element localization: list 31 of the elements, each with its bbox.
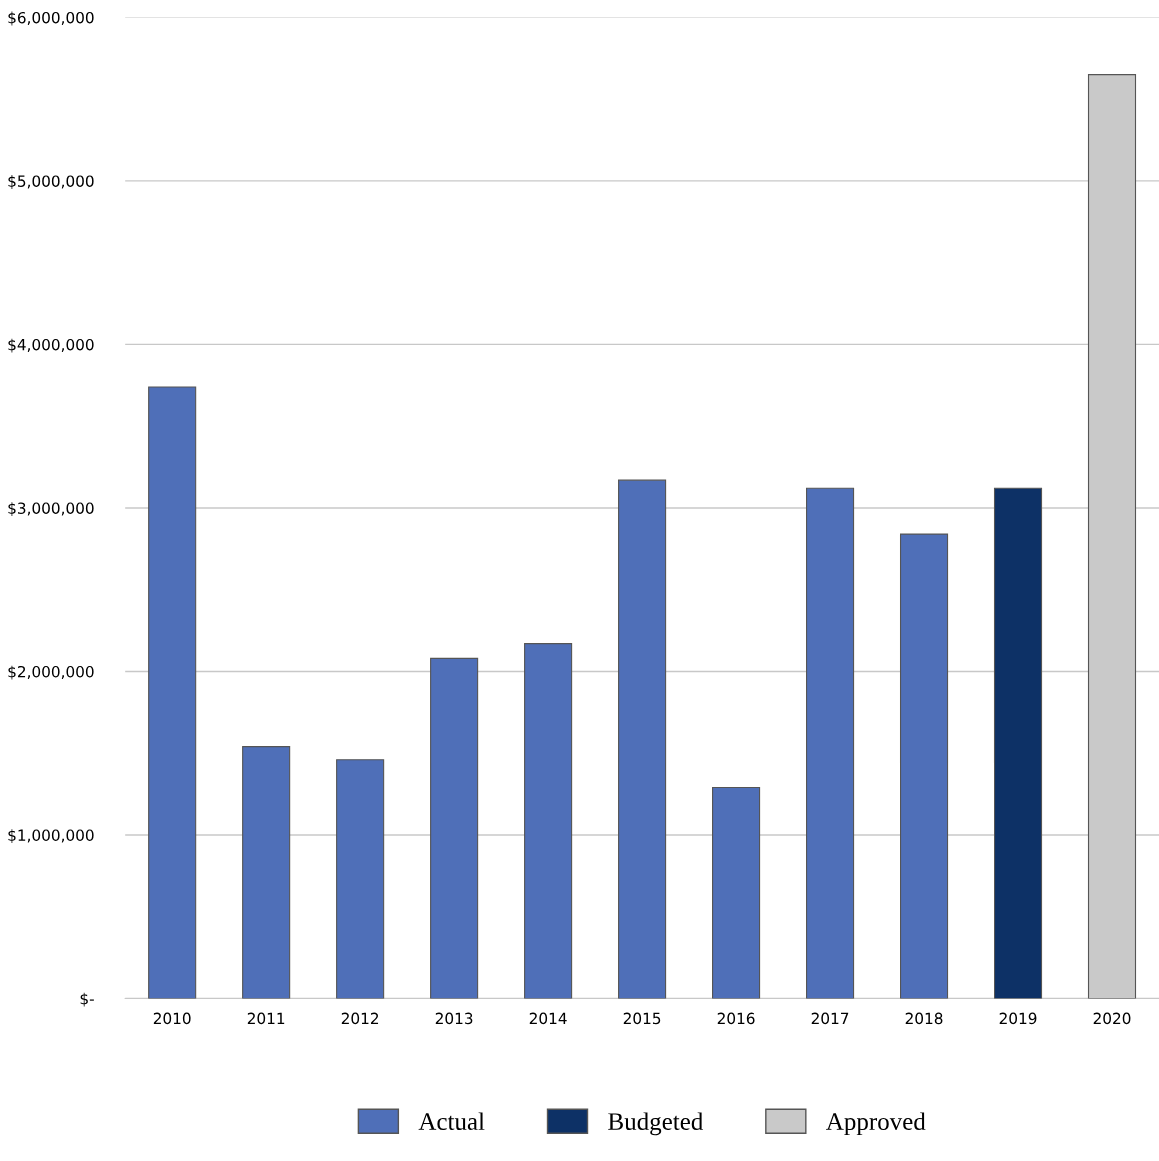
y-tick-label: $1,000,000: [8, 829, 94, 843]
bar: [524, 643, 573, 999]
bar: [148, 386, 197, 999]
bar: [899, 533, 949, 999]
bar: [806, 487, 855, 999]
x-tick-label: 2019: [999, 1012, 1037, 1025]
x-tick-label: 2014: [529, 1012, 567, 1025]
x-tick-label: 2012: [341, 1012, 379, 1025]
legend-label: Actual: [418, 1112, 485, 1130]
bar: [336, 759, 385, 999]
bar: [618, 479, 667, 999]
bar: [993, 487, 1043, 999]
y-tick-label: $4,000,000: [8, 338, 94, 353]
x-tick-label: 2017: [811, 1012, 849, 1025]
x-tick-label: 2016: [717, 1012, 755, 1025]
legend-label: Budgeted: [608, 1112, 704, 1136]
bar: [430, 657, 479, 999]
x-tick-label: 2010: [153, 1012, 191, 1025]
bar: [712, 786, 761, 999]
bar: [242, 746, 291, 999]
x-tick-label: 2020: [1093, 1012, 1131, 1025]
y-tick-label: $3,000,000: [8, 502, 94, 516]
y-tick-label: $6,000,000: [8, 11, 94, 26]
x-tick-label: 2018: [905, 1012, 943, 1025]
y-tick-label: $-: [80, 992, 94, 1007]
x-tick-label: 2011: [247, 1012, 285, 1025]
x-tick-label: 2015: [623, 1012, 661, 1025]
y-tick-label: $2,000,000: [8, 665, 94, 680]
y-tick-label: $5,000,000: [8, 175, 94, 189]
x-tick-label: 2013: [435, 1012, 473, 1025]
legend-label: Approved: [826, 1112, 926, 1136]
